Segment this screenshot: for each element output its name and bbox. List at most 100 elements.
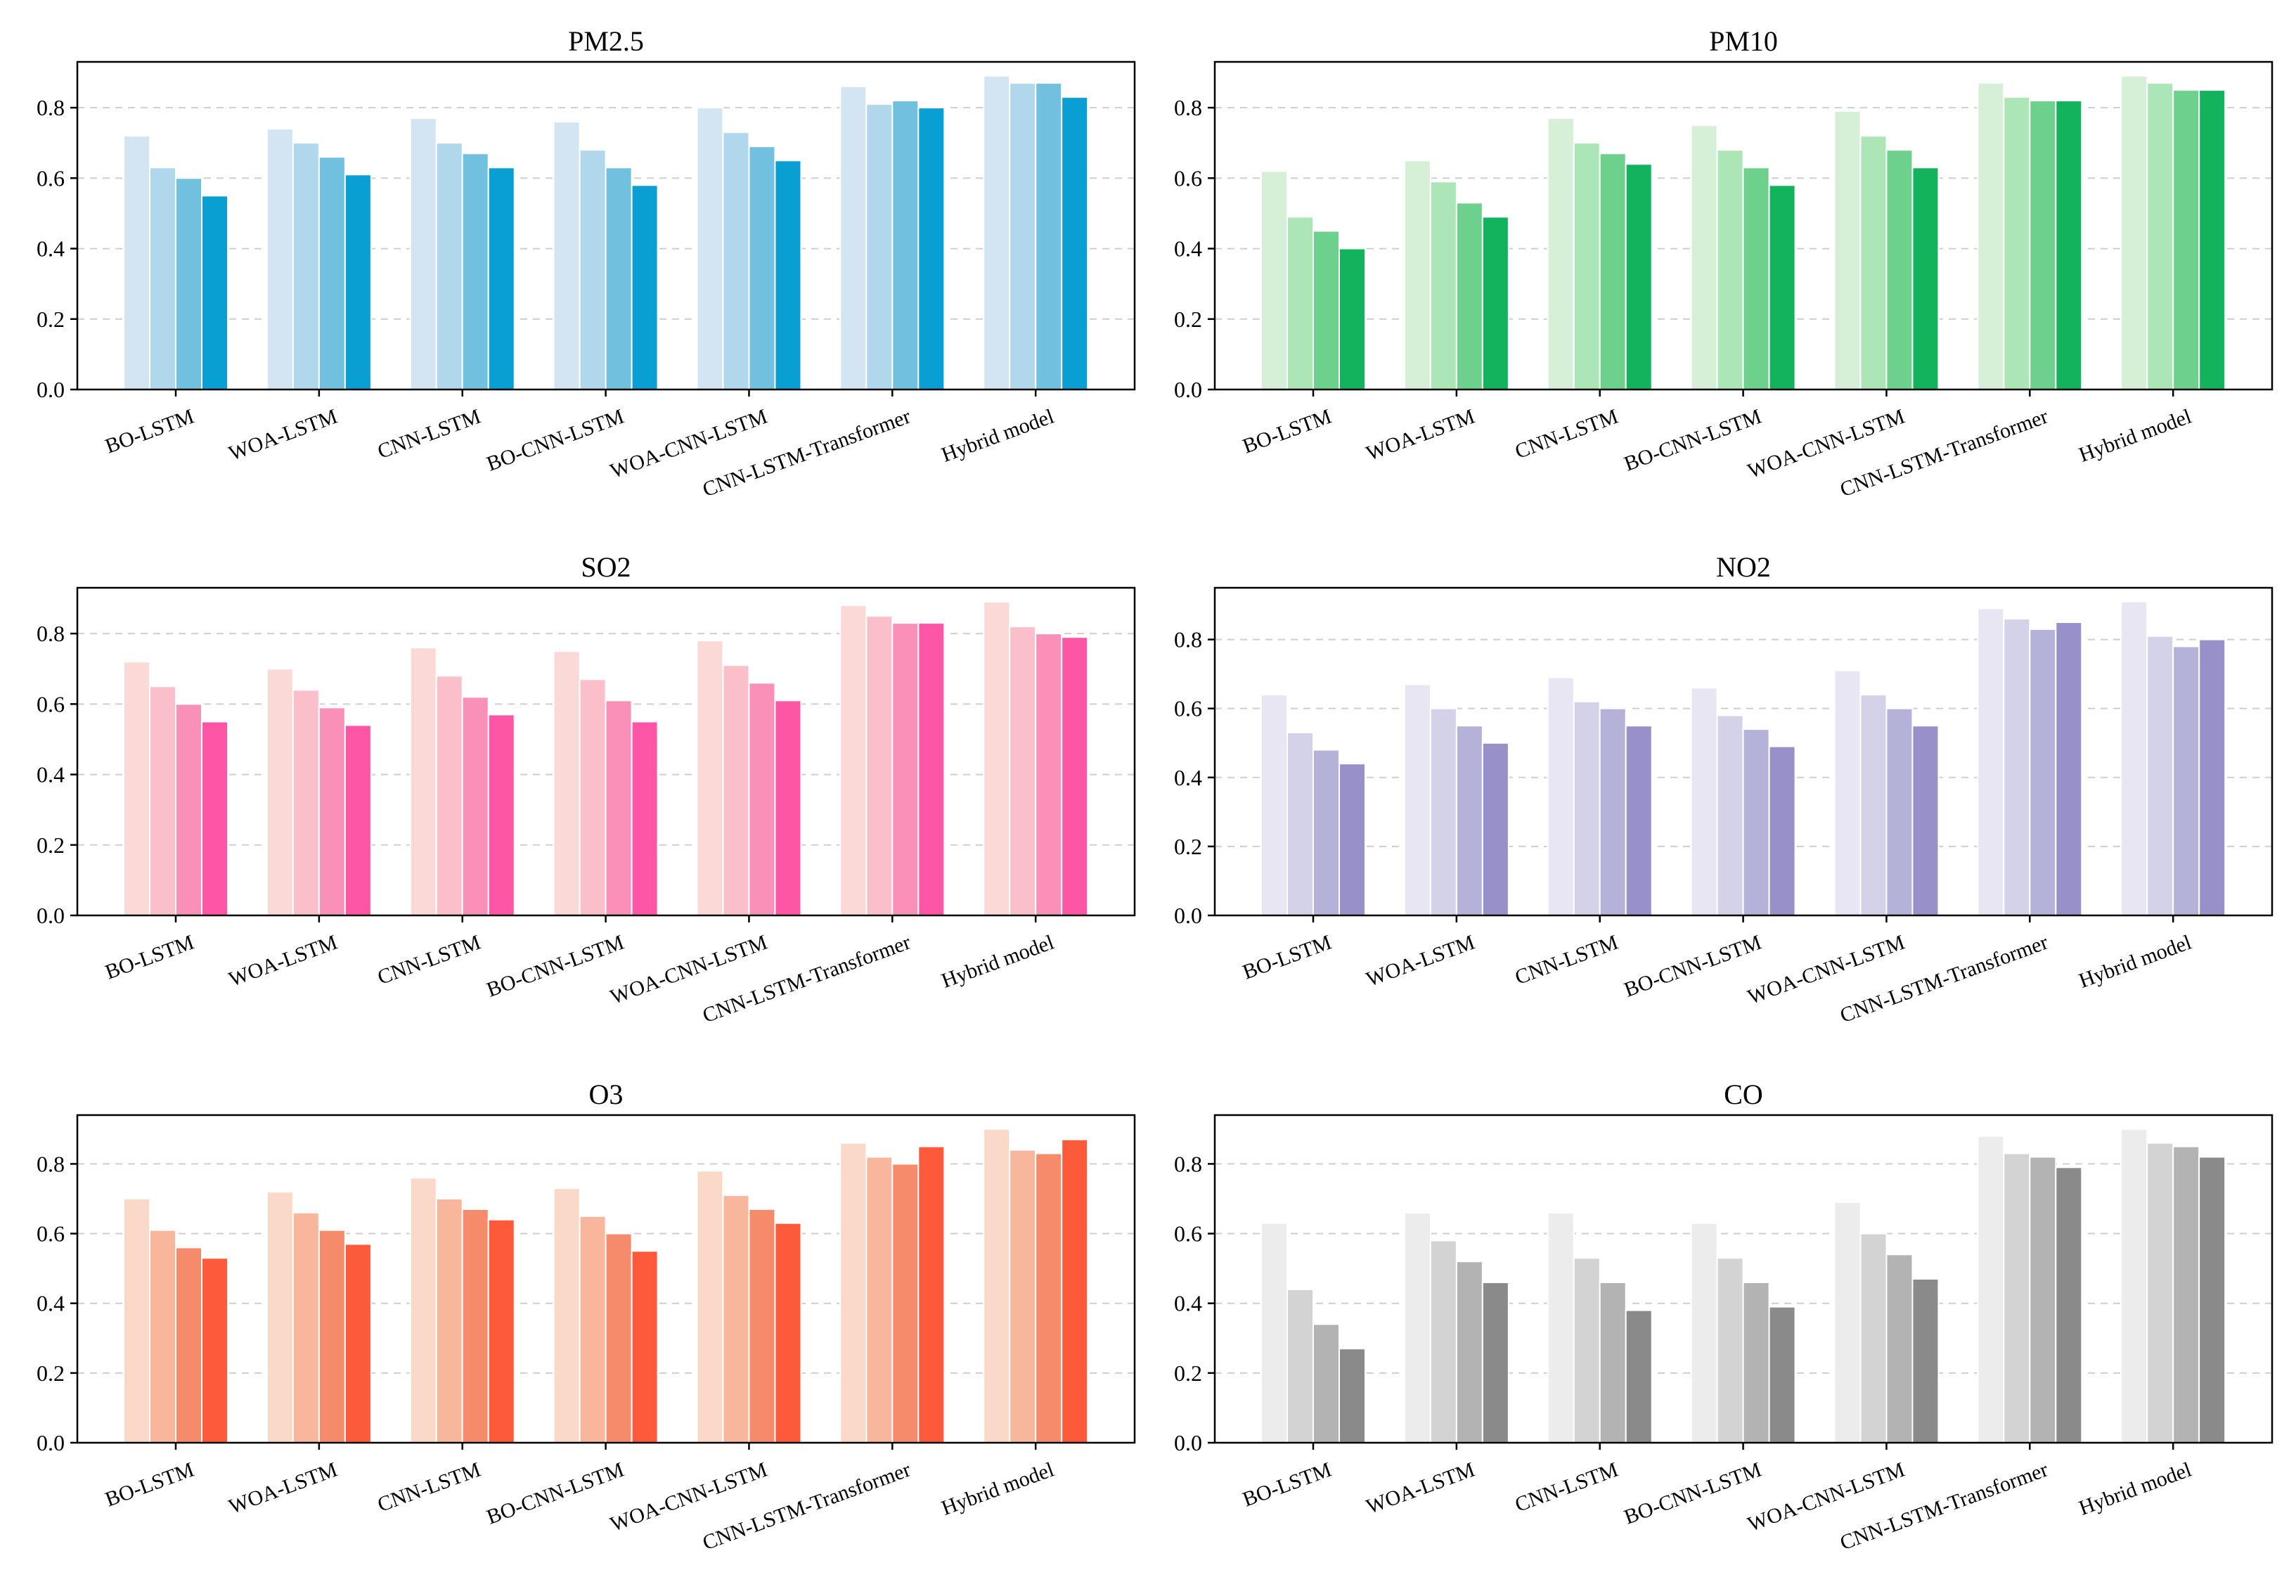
bar-cnn-lstm-transformer-s1: [839, 86, 868, 391]
x-tick-label: WOA-LSTM: [226, 405, 340, 465]
bar-bo-lstm-s2: [1286, 732, 1314, 916]
bar-hybrid-model-s1: [2120, 1128, 2148, 1444]
bar-cnn-lstm-s4: [1625, 1309, 1653, 1444]
bar-woa-cnn-lstm-s4: [774, 700, 802, 917]
bar-woa-lstm-s2: [1429, 707, 1457, 916]
bar-bo-cnn-lstm-s4: [1768, 745, 1796, 916]
bar-woa-lstm-s1: [1403, 683, 1431, 916]
x-tick-label: Hybrid model: [2076, 1458, 2195, 1520]
bar-bo-lstm-s1: [123, 661, 150, 917]
bar-cnn-lstm-s2: [1573, 1257, 1601, 1444]
bar-woa-cnn-lstm-s1: [696, 640, 724, 917]
bar-cnn-lstm-s1: [409, 1177, 437, 1443]
bar-cnn-lstm-s3: [1599, 707, 1627, 916]
axes-frame: [1213, 1114, 2274, 1444]
bar-woa-cnn-lstm-s4: [1911, 1278, 1940, 1443]
bar-bo-lstm-s1: [123, 1197, 150, 1444]
bar-cnn-lstm-s1: [1547, 676, 1575, 917]
y-tick-label: 0.4: [1174, 765, 1202, 790]
y-tick-label: 0.0: [37, 1430, 65, 1455]
bar-hybrid-model-s1: [983, 1128, 1011, 1444]
bar-cnn-lstm-s2: [1573, 142, 1601, 390]
bar-woa-cnn-lstm-s2: [722, 1195, 750, 1443]
x-tick-label: BO-LSTM: [102, 931, 197, 984]
bar-bo-cnn-lstm-s3: [605, 167, 633, 391]
y-tick-label: 0.4: [1174, 236, 1202, 262]
bar-woa-lstm-s1: [266, 668, 294, 916]
bar-cnn-lstm-transformer-s1: [1977, 82, 2005, 390]
bar-woa-lstm-s2: [292, 689, 320, 916]
y-tick-label: 0.2: [37, 1360, 65, 1386]
bar-hybrid-model-s4: [1061, 1138, 1089, 1444]
bar-bo-lstm-s3: [175, 703, 202, 917]
chart-title: SO2: [581, 551, 631, 583]
bar-woa-lstm-s2: [292, 1211, 320, 1443]
bar-woa-cnn-lstm-s1: [1833, 1201, 1862, 1443]
bar-cnn-lstm-transformer-s1: [1977, 607, 2005, 916]
bar-cnn-lstm-transformer-s2: [865, 615, 894, 916]
bar-hybrid-model-s1: [983, 75, 1011, 391]
y-tick-label: 0.0: [1174, 377, 1202, 402]
chart-panel-so2: SO2 0.0 0.2 0.4 0.6 0.8 BO-LSTM WOA-LSTM CNN-LST…: [37, 551, 1136, 1027]
y-tick-label: 0.0: [37, 903, 65, 928]
bar-woa-cnn-lstm-s2: [1859, 135, 1888, 390]
y-tick-label: 0.6: [1174, 165, 1202, 191]
bar-woa-cnn-lstm-s3: [748, 1208, 776, 1443]
bar-bo-cnn-lstm-s1: [1690, 124, 1718, 390]
bar-bo-lstm-s3: [1313, 749, 1340, 916]
bar-hybrid-model-s2: [1009, 626, 1037, 916]
x-tick-label: CNN-LSTM: [375, 405, 484, 463]
bar-woa-lstm-s3: [1455, 725, 1483, 917]
bar-woa-cnn-lstm-s1: [696, 107, 724, 391]
x-tick-label: Hybrid model: [2076, 931, 2195, 993]
bar-woa-cnn-lstm-s4: [774, 160, 802, 390]
bar-bo-lstm-s3: [175, 177, 202, 391]
bar-bo-cnn-lstm-s2: [1716, 714, 1744, 916]
bar-cnn-lstm-transformer-s3: [2029, 628, 2057, 916]
bar-cnn-lstm-s1: [409, 647, 437, 916]
bar-hybrid-model-s1: [2120, 75, 2148, 391]
y-tick-label: 0.2: [37, 307, 65, 332]
bar-bo-cnn-lstm-s1: [1690, 1222, 1718, 1444]
bar-cnn-lstm-transformer-s3: [891, 100, 920, 390]
x-tick-label: WOA-LSTM: [1363, 931, 1478, 991]
bar-hybrid-model-s3: [2172, 1145, 2200, 1444]
y-tick-label: 0.6: [1174, 696, 1202, 721]
bar-hybrid-model-s2: [2146, 635, 2174, 917]
x-tick-label: BO-CNN-LSTM: [1621, 1458, 1765, 1529]
bar-woa-lstm-s4: [344, 724, 372, 916]
bar-woa-lstm-s1: [1403, 1211, 1431, 1443]
chart-title: PM2.5: [568, 25, 644, 57]
bar-cnn-lstm-s3: [461, 1208, 489, 1443]
bar-cnn-lstm-s4: [487, 1218, 515, 1443]
chart-title: PM10: [1709, 25, 1778, 57]
bar-bo-cnn-lstm-s1: [553, 1188, 581, 1443]
bar-hybrid-model-s2: [1009, 1149, 1037, 1443]
bar-bo-cnn-lstm-s2: [579, 149, 607, 390]
bar-woa-lstm-s4: [1481, 1281, 1509, 1443]
bar-hybrid-model-s3: [1035, 633, 1063, 916]
axes-frame: [1213, 60, 2274, 391]
x-tick-label: CNN-LSTM: [375, 1458, 484, 1517]
chart-panel-o3: O3 0.0 0.2 0.4 0.6 0.8 BO-LSTM WOA-LSTM CNN-LSTM…: [37, 1079, 1136, 1555]
x-tick-label: WOA-LSTM: [226, 1458, 340, 1519]
bar-bo-lstm-s2: [149, 167, 176, 391]
chart-title: NO2: [1716, 551, 1771, 583]
bar-cnn-lstm-transformer-s1: [839, 1142, 868, 1443]
bar-woa-cnn-lstm-s4: [774, 1222, 802, 1444]
chart-panel-pm10: PM10 0.0 0.2 0.4 0.6 0.8 BO-LSTM WOA-LSTM CNN-LS…: [1174, 25, 2274, 501]
bar-hybrid-model-s3: [2172, 645, 2200, 916]
bar-cnn-lstm-transformer-s2: [2003, 1152, 2031, 1443]
bar-woa-cnn-lstm-s1: [696, 1170, 724, 1443]
bar-bo-cnn-lstm-s3: [605, 700, 633, 917]
bar-cnn-lstm-s4: [487, 714, 515, 916]
y-tick-label: 0.8: [1174, 627, 1202, 652]
x-tick-label: Hybrid model: [939, 405, 1057, 467]
bar-bo-cnn-lstm-s2: [579, 1215, 607, 1444]
bar-bo-cnn-lstm-s4: [1768, 184, 1796, 390]
bar-cnn-lstm-transformer-s2: [865, 103, 894, 390]
bar-bo-lstm-s4: [201, 721, 228, 916]
y-tick-label: 0.6: [37, 1221, 65, 1247]
bar-bo-lstm-s4: [1339, 1348, 1366, 1443]
